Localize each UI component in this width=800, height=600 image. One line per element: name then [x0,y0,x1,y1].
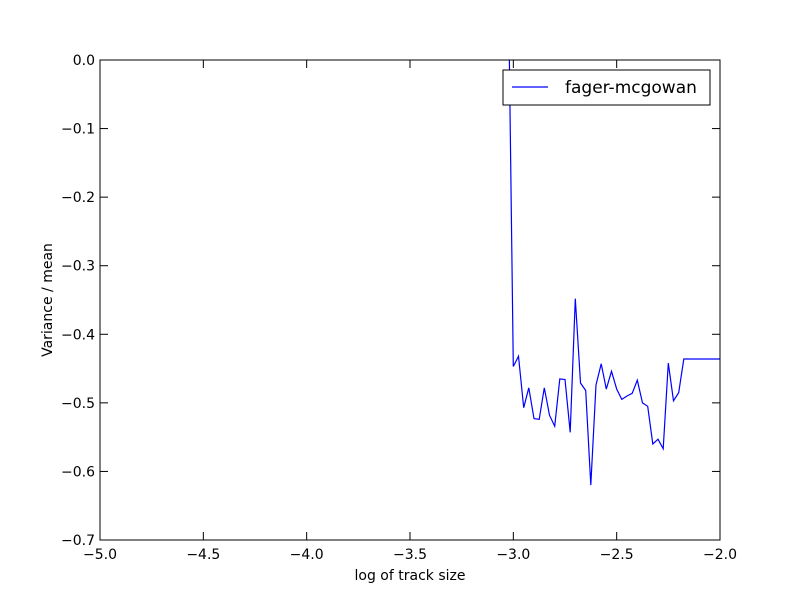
x-tick-label: −3.0 [496,547,530,563]
y-tick-label: −0.7 [61,533,95,549]
y-tick-label: −0.4 [61,327,95,343]
tick-labels-layer: −5.0 −4.5 −4.0 −3.5 −3.0 −2.5 −2.0 0.0 −0.1 −0.2 −… [61,53,737,563]
x-tick-label: −5.0 [83,547,117,563]
series-line-fager-mcgowan [508,60,720,486]
y-tick-label: −0.1 [61,122,95,138]
plot-area [100,60,720,540]
x-tick-label: −3.5 [393,547,427,563]
y-tick-label: −0.3 [61,259,95,275]
y-tick-label: 0.0 [73,53,95,69]
x-tick-label: −2.5 [600,547,634,563]
y-tick-label: −0.2 [61,190,95,206]
x-axis-label: log of track size [355,568,466,584]
plot-frame [99,59,721,541]
series-layer [508,60,720,486]
x-tick-label: −4.5 [186,547,220,563]
legend-label-fager-mcgowan: fager-mcgowan [565,78,697,98]
y-axis-label: Variance / mean [40,243,56,357]
y-tick-label: −0.6 [61,464,95,480]
x-tick-label: −2.0 [703,547,737,563]
y-tick-label: −0.5 [61,396,95,412]
x-tick-label: −4.0 [290,547,324,563]
legend: fager-mcgowan [502,69,711,106]
